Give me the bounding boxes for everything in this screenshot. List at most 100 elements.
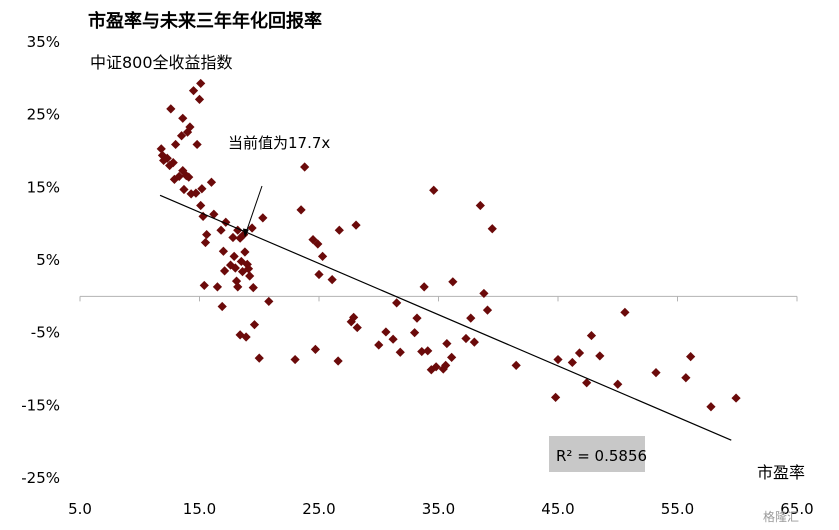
data-point (419, 282, 429, 292)
data-point (582, 378, 592, 388)
data-point (511, 360, 521, 370)
annotation-arrowhead (242, 228, 249, 238)
watermark: 格隆汇 (763, 509, 799, 524)
y-tick-label: 35% (27, 33, 60, 51)
data-point (327, 275, 337, 285)
data-point (586, 330, 597, 341)
data-point (466, 313, 476, 323)
x-tick-label: 55.0 (661, 500, 694, 518)
data-point (202, 229, 212, 240)
y-tick-label: -5% (31, 324, 60, 342)
data-point (317, 251, 328, 261)
data-point (242, 259, 252, 269)
data-point (218, 246, 228, 256)
data-point (469, 337, 479, 347)
y-tick-label: -25% (21, 469, 60, 487)
data-point (731, 393, 741, 403)
data-point (551, 392, 561, 402)
r-squared-background (549, 436, 645, 472)
data-point (185, 122, 195, 132)
data-point (553, 354, 563, 365)
data-point (349, 312, 359, 323)
y-tick-label: 25% (27, 106, 60, 124)
data-point (249, 320, 260, 330)
data-point (442, 338, 452, 349)
annotation-label: 当前值为17.7x (228, 134, 330, 152)
data-point (240, 247, 250, 257)
x-axis-label: 市盈率 (757, 463, 805, 482)
data-point (423, 346, 433, 356)
y-tick-label: 5% (36, 251, 60, 269)
data-point (595, 351, 605, 361)
data-point (441, 360, 451, 370)
data-point (233, 282, 243, 292)
data-point (162, 153, 172, 163)
r-squared-box: R² = 0.5856 (549, 436, 647, 472)
data-point (230, 263, 240, 273)
x-axis: 5.0 15.0 25.0 35.0 45.0 55.0 65.0 (68, 296, 814, 518)
data-point (314, 269, 324, 280)
data-point (171, 139, 181, 150)
data-point (431, 362, 441, 372)
scatter-points (156, 78, 741, 412)
data-point (461, 333, 471, 344)
data-point (681, 373, 691, 383)
data-point (300, 162, 310, 172)
data-point (248, 283, 258, 293)
annotation-arrow (245, 185, 263, 232)
chart-subtitle: 中证800全收益指数 (90, 53, 233, 72)
data-point (333, 356, 343, 366)
data-point (206, 177, 217, 187)
data-point (258, 213, 268, 223)
data-point (197, 184, 207, 194)
data-point (310, 344, 321, 354)
data-point (217, 301, 227, 312)
data-point (196, 78, 206, 89)
data-point (241, 332, 251, 342)
data-point (410, 328, 420, 338)
data-point (620, 307, 630, 317)
data-point (196, 200, 206, 211)
x-tick-label: 25.0 (302, 500, 335, 518)
data-point (174, 171, 184, 182)
data-point (334, 225, 344, 235)
data-point (156, 144, 166, 154)
x-tick-label: 5.0 (68, 500, 92, 518)
data-point (216, 225, 226, 235)
data-point (412, 313, 422, 323)
data-point (426, 365, 436, 375)
data-point (374, 340, 384, 350)
data-point (392, 298, 402, 308)
data-point (168, 158, 178, 168)
data-point (191, 188, 201, 198)
y-axis: 35% 25% 15% 5% -5% -15% -25% (21, 33, 60, 487)
data-point (351, 220, 361, 230)
data-point (243, 264, 254, 274)
data-point (179, 184, 189, 195)
data-point (178, 113, 188, 123)
data-point (228, 232, 238, 243)
data-point (231, 276, 242, 286)
data-point (194, 94, 205, 105)
chart-title: 市盈率与未来三年年化回报率 (88, 10, 322, 32)
current-value-annotation: 当前值为17.7x (228, 134, 330, 238)
data-point (199, 280, 209, 291)
data-point (219, 266, 230, 276)
data-point (176, 131, 187, 141)
data-point (475, 200, 485, 211)
trend-line (159, 194, 732, 441)
x-tick-label: 35.0 (422, 500, 455, 518)
x-tick-label: 15.0 (183, 500, 216, 518)
data-point (290, 354, 300, 365)
data-point (395, 347, 405, 357)
data-point (487, 224, 497, 234)
data-point (388, 334, 398, 344)
data-point (417, 346, 427, 357)
data-point (192, 139, 202, 150)
data-point (352, 322, 362, 333)
data-point (447, 352, 457, 362)
y-tick-label: 15% (27, 178, 60, 196)
data-point (308, 235, 318, 245)
data-point (229, 251, 239, 261)
